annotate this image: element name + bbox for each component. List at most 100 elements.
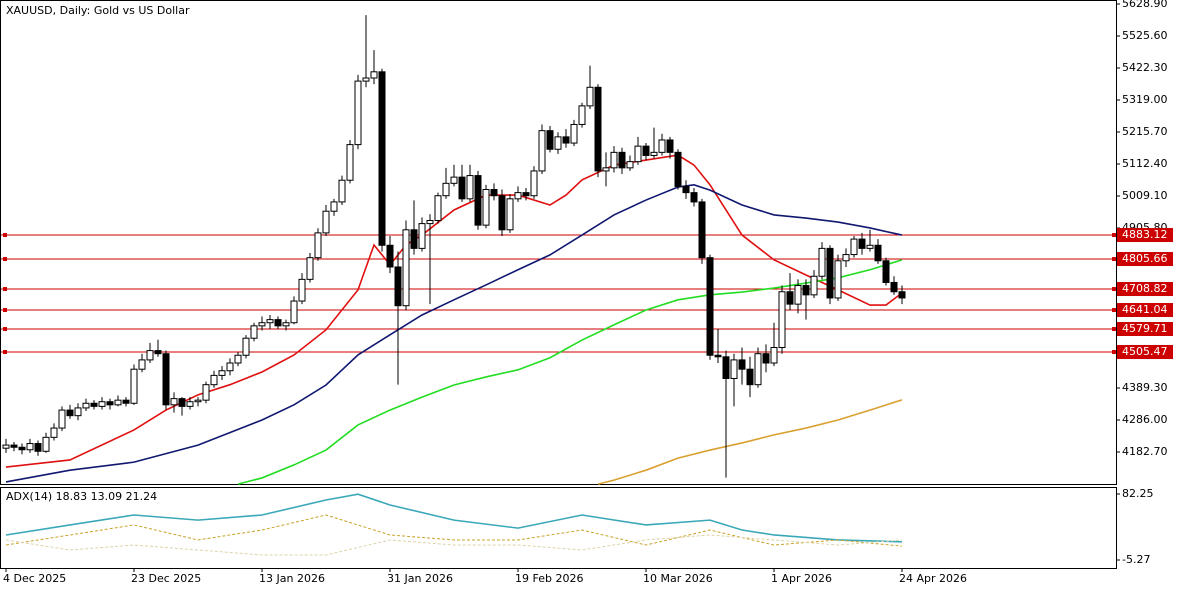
candle-body (746, 368, 754, 386)
level-label-box (1117, 228, 1173, 243)
candle-body (98, 401, 106, 407)
candle-body (330, 201, 338, 212)
candle-body (498, 195, 506, 231)
level-marker (3, 308, 7, 313)
candle-body (578, 105, 586, 125)
level-marker (3, 350, 7, 355)
candle-body (250, 325, 258, 339)
candle-body (602, 167, 610, 172)
candle-body (234, 354, 242, 364)
candle-body (714, 354, 722, 358)
candle-body (618, 151, 626, 169)
candle-body (58, 409, 66, 429)
candle-body (306, 257, 314, 280)
level-label-box (1117, 322, 1173, 337)
candle-body (338, 179, 346, 203)
candle-body (514, 192, 522, 200)
candle-body (130, 368, 138, 404)
candle-body (202, 384, 210, 401)
level-marker (3, 287, 7, 292)
moving-average-line (5, 184, 903, 483)
candle-body (402, 229, 410, 307)
candle-body (434, 195, 442, 222)
candle-body (370, 71, 378, 79)
x-tick-label: 23 Dec 2025 (131, 572, 201, 585)
candle-body (474, 175, 482, 226)
candle-body (146, 350, 154, 361)
candle-body (538, 130, 546, 172)
candle-body (274, 319, 282, 327)
candle-body (706, 257, 714, 356)
candle-body (50, 427, 58, 438)
candle-body (610, 151, 618, 169)
candle-body (666, 139, 674, 153)
candle-body (722, 356, 730, 379)
candle-body (682, 185, 690, 194)
candle-body (530, 170, 538, 197)
candle-body (394, 266, 402, 307)
level-marker (1112, 257, 1116, 262)
candle-body (482, 189, 490, 226)
level-marker (3, 257, 7, 262)
y-tick-label: 4286.00 (1122, 413, 1168, 426)
candle-body (18, 446, 26, 451)
candle-body (418, 223, 426, 249)
candle-body (570, 123, 578, 144)
x-tick-label: 31 Jan 2026 (387, 572, 453, 585)
level-marker (3, 327, 7, 332)
candle-body (346, 144, 354, 181)
level-label: 4708.82 (1122, 282, 1168, 295)
candle-body (810, 275, 818, 296)
candle-body (882, 260, 890, 283)
candle-body (826, 247, 834, 299)
candle-body (266, 319, 274, 324)
indicator-line (5, 493, 903, 543)
indicator-title: ADX(14) 18.83 13.09 21.24 (6, 490, 157, 503)
candle-body (658, 139, 666, 153)
candle-body (442, 182, 450, 197)
y-tick-label: 4182.70 (1122, 445, 1168, 458)
candle-body (786, 291, 794, 305)
candle-body (754, 353, 762, 386)
level-marker (1112, 350, 1116, 355)
candle-body (194, 399, 202, 403)
level-label-box (1117, 303, 1173, 318)
candle-body (426, 220, 434, 225)
candle-body (26, 443, 34, 451)
candle-body (762, 353, 770, 364)
candle-body (34, 443, 42, 452)
indicator-y-tick-label: 82.25 (1122, 487, 1154, 500)
candle-body (642, 145, 650, 156)
candle-body (218, 370, 226, 376)
y-tick-label: 5009.10 (1122, 189, 1168, 202)
candle-body (450, 176, 458, 184)
indicator-frame (0, 487, 1117, 569)
candle-body (226, 362, 234, 372)
main-frame (0, 0, 1117, 485)
level-label: 4641.04 (1122, 303, 1168, 316)
level-label-box (1117, 252, 1173, 267)
candle-body (362, 77, 370, 82)
candle-body (42, 436, 50, 452)
candle-body (210, 374, 218, 386)
candle-body (634, 145, 642, 163)
level-label: 4579.71 (1122, 322, 1168, 335)
indicator-line (5, 534, 903, 556)
candle-body (506, 198, 514, 231)
candle-body (138, 359, 146, 370)
candle-body (322, 210, 330, 234)
y-tick-label: 5628.90 (1122, 0, 1168, 10)
x-tick-label: 24 Apr 2026 (899, 572, 967, 585)
level-label: 4505.47 (1122, 345, 1168, 358)
candle-body (674, 151, 682, 187)
candle-body (298, 278, 306, 302)
y-tick-label: 5215.70 (1122, 125, 1168, 138)
moving-average-line (597, 399, 903, 485)
candle-body (858, 238, 866, 249)
candle-body (490, 189, 498, 197)
candle-body (378, 71, 386, 246)
candle-body (842, 254, 850, 262)
x-tick-label: 1 Apr 2026 (771, 572, 832, 585)
candle-body (314, 232, 322, 259)
